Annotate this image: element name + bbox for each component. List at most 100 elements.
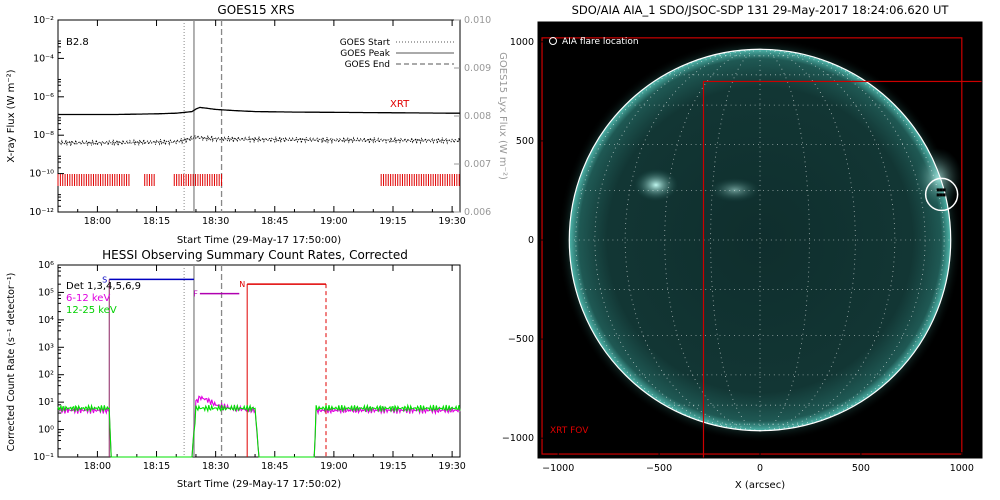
- hessi-y-tick-label: 10⁻¹: [33, 452, 54, 463]
- xrt-fov-box: [541, 37, 963, 455]
- hessi-panel: HESSI Observing Summary Count Rates, Cor…: [6, 248, 466, 490]
- goes-x-tick-label: 18:15: [143, 216, 170, 227]
- goes-legend: GOES Start GOES Peak GOES End: [340, 38, 454, 70]
- goes-x-ticks: 18:00 18:15 18:30 18:45 19:00 19:15 19:30: [57, 20, 466, 227]
- flare-kernel-mark: [936, 193, 940, 197]
- aia-x-tick-label: −500: [646, 463, 672, 474]
- legend-12-25-kev: 12-25 keV: [66, 305, 117, 316]
- flare-flag-label: F: [193, 290, 198, 299]
- hessi-y-tick-label: 10⁴: [38, 315, 54, 326]
- hessi-x-tick-label: 19:15: [379, 461, 406, 472]
- hessi-12-25-kev-line: [57, 403, 461, 458]
- longitude-gridline: [624, 48, 761, 432]
- hessi-y-tick-label: 10¹: [38, 397, 54, 408]
- flare-kernel-mark: [939, 188, 943, 192]
- hessi-6-12-kev-line: [57, 395, 461, 458]
- longitude-gridline: [575, 48, 761, 432]
- xrt-fov-label: XRT FOV: [550, 426, 589, 436]
- goes-series: [57, 106, 461, 147]
- goes-y2-tick-label: 0.009: [464, 63, 491, 74]
- goes-y-tick-label: 10⁻¹⁰: [29, 169, 54, 180]
- hessi-y-ticks: 10⁶ 10⁵ 10⁴ 10³ 10² 10¹ 10⁰ 10⁻¹: [33, 260, 64, 463]
- aia-y-tick-label: 1000: [510, 37, 534, 48]
- goes-panel: GOES15 XRS 10⁻² 10⁻⁴ 10⁻⁶ 10⁻⁸ 10⁻¹⁰ 10⁻¹² 0.…: [6, 3, 508, 246]
- legend-detectors: Det 1,3,4,5,6,9: [66, 281, 141, 292]
- aia-legend: AIA flare location: [562, 37, 639, 47]
- aia-y-tick-label: 0: [528, 235, 534, 246]
- aia-flare-marker: [924, 177, 959, 212]
- active-region-limb: [914, 148, 962, 208]
- goes-title: GOES15 XRS: [217, 3, 294, 17]
- legend-goes-end: GOES End: [345, 60, 390, 70]
- aia-x-tick-label: 1000: [950, 463, 974, 474]
- goes-x-tick-label: 19:00: [320, 216, 347, 227]
- goes-x-tick-label: 18:00: [84, 216, 111, 227]
- xrt-fov: [541, 37, 982, 458]
- goes-class-label: B2.8: [66, 37, 89, 48]
- sun-limb: [568, 48, 952, 432]
- hessi-series: [57, 395, 461, 458]
- hessi-y-tick-label: 10⁵: [38, 287, 54, 298]
- xrt-label: XRT: [390, 99, 410, 110]
- aia-x-tick-label: 500: [852, 463, 870, 474]
- aia-y-tick-label: −500: [508, 334, 534, 345]
- flare-kernel-mark: [939, 193, 943, 197]
- goes-x-tick-label: 18:30: [202, 216, 229, 227]
- longitude-gridline: [664, 48, 761, 432]
- hessi-x-ticks: 18:00 18:15 18:30 18:45 19:00 19:15 19:30: [57, 265, 466, 472]
- hessi-y-axis-label: Corrected Count Rate (s⁻¹ detector⁻¹): [6, 273, 17, 452]
- legend-6-12-kev: 6-12 keV: [66, 293, 110, 304]
- aia-x-axis-label: X (arcsec): [735, 480, 785, 491]
- hessi-axes-frame: [57, 264, 461, 458]
- legend-goes-peak: GOES Peak: [340, 49, 390, 59]
- goes-x-tick-label: 19:30: [438, 216, 465, 227]
- goes-y2-ticks: 0.010 0.009 0.008 0.007 0.006: [454, 15, 491, 218]
- flare-kernel-mark: [936, 188, 940, 192]
- active-region-east: [634, 169, 678, 201]
- goes-y-tick-label: 10⁻⁸: [33, 130, 54, 141]
- aia-legend-circle-icon: [549, 37, 557, 45]
- hessi-x-tick-label: 18:45: [261, 461, 288, 472]
- hessi-x-tick-label: 19:30: [438, 461, 465, 472]
- flare-kernel-mark: [942, 193, 946, 197]
- aia-y-tick-label: −1000: [502, 433, 534, 444]
- goes-y-tick-label: 10⁻⁴: [33, 53, 54, 64]
- goes-y-tick-label: 10⁻¹²: [29, 207, 54, 218]
- aia-title: SDO/AIA AIA_1 SDO/JSOC-SDP 131 29-May-20…: [572, 3, 950, 17]
- sun-disk: [569, 49, 951, 431]
- hessi-y-tick-label: 10²: [38, 370, 54, 381]
- longitude-gridline: [759, 48, 856, 432]
- aia-x-ticks: −1000 −500 0 500 1000: [542, 452, 974, 474]
- hessi-x-tick-label: 19:00: [320, 461, 347, 472]
- goes-long-channel-line: [58, 106, 460, 116]
- night-flag-label: N: [239, 280, 245, 289]
- aia-panel: SDO/AIA AIA_1 SDO/JSOC-SDP 131 29-May-20…: [502, 3, 983, 491]
- goes-y-tick-label: 10⁻⁶: [33, 92, 54, 103]
- hessi-flags: S F N: [102, 275, 327, 457]
- hessi-x-axis-label: Start Time (29-May-17 17:50:02): [177, 479, 341, 490]
- hessi-y-tick-label: 10⁰: [38, 425, 54, 436]
- xrt-fov-box: [702, 80, 982, 458]
- longitude-gridline: [759, 48, 896, 432]
- flare-kernel-mark: [942, 188, 946, 192]
- heliographic-grid: [569, 48, 951, 432]
- hessi-y-tick-label: 10³: [38, 342, 54, 353]
- goes-x-tick-label: 18:45: [261, 216, 288, 227]
- aia-x-tick-label: −1000: [542, 463, 574, 474]
- goes-y2-axis-label: GOES15 Lyx Flux (W m⁻²): [497, 52, 508, 180]
- hessi-legend: Det 1,3,4,5,6,9 6-12 keV 12-25 keV: [66, 281, 141, 316]
- goes-y2-tick-label: 0.006: [464, 207, 491, 218]
- goes-short-channel-line: [57, 134, 461, 147]
- aia-y-ticks: 1000 500 0 −500 −1000: [502, 37, 544, 444]
- hessi-x-tick-label: 18:00: [84, 461, 111, 472]
- aia-y-tick-label: 500: [516, 136, 534, 147]
- hessi-x-tick-label: 18:15: [143, 461, 170, 472]
- legend-goes-start: GOES Start: [340, 38, 391, 48]
- hessi-title: HESSI Observing Summary Count Rates, Cor…: [102, 248, 408, 262]
- hessi-y-tick-label: 10⁶: [38, 260, 54, 271]
- xrt-intervals: [57, 174, 460, 186]
- goes-y2-tick-label: 0.008: [464, 111, 491, 122]
- goes-y-tick-label: 10⁻²: [33, 15, 54, 26]
- goes-x-axis-label: Start Time (29-May-17 17:50:00): [177, 235, 341, 246]
